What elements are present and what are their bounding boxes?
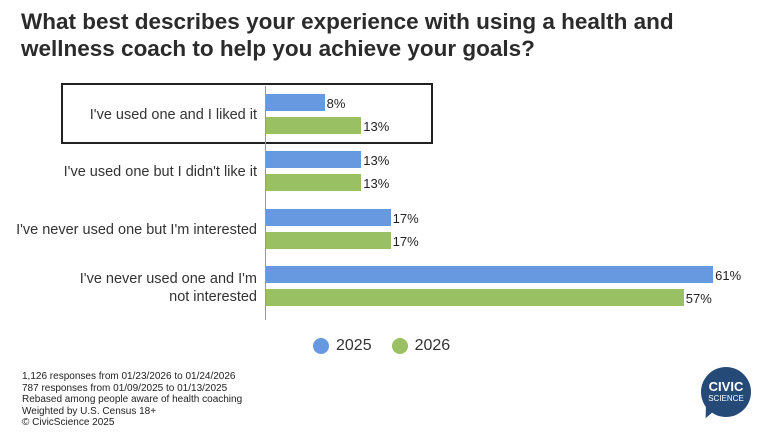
data-label: 13% [363,119,390,134]
bar-2026 [266,289,684,306]
bar-2025 [266,209,391,226]
legend-dot-2025 [313,338,329,354]
civicscience-logo: CIVIC SCIENCE [699,367,751,422]
bar-2026 [266,117,362,134]
data-label: 13% [363,153,390,168]
category-label: I've used one but I didn't like it [63,164,257,180]
bar-2025 [266,266,714,283]
logo-text: CIVIC [708,379,744,394]
bar-2025 [266,151,362,168]
bar-2026 [266,174,362,191]
data-label: 8% [326,96,346,111]
bar-2025 [266,94,325,111]
y-axis-line [265,86,266,320]
note: 1,126 responses from 01/23/2026 to 01/24… [22,371,236,382]
category-label: I've never used one but I'm interested [16,222,257,238]
data-label: 57% [685,291,712,306]
note: © CivicScience 2025 [22,417,115,428]
data-label: 17% [392,211,419,226]
legend-item-2025: 2025 [313,337,372,355]
data-label: 13% [363,176,390,191]
category-label: I've never used one and I'm not interest… [79,270,257,305]
note: Rebased among people aware of health coa… [22,394,243,405]
legend-label: 2025 [336,337,372,354]
highlight-box [61,83,433,144]
note: 787 responses from 01/09/2025 to 01/13/2… [22,382,228,394]
data-label: 61% [715,268,742,283]
bar-2026 [266,232,391,249]
legend-item-2026: 2026 [391,337,451,355]
note: Weighted by U.S. Census 18+ [22,405,157,417]
legend: 2025 2026 [313,337,450,355]
data-label: 17% [392,234,419,249]
legend-label: 2026 [414,337,451,354]
footnotes: 1,126 responses from 01/23/2026 to 01/24… [22,371,242,429]
category-label: I've used one and I liked it [89,107,257,123]
chart-title: What best describes your experience with… [21,9,674,61]
logo-text: SCIENCE [708,394,744,403]
legend-dot-2026 [391,338,408,354]
